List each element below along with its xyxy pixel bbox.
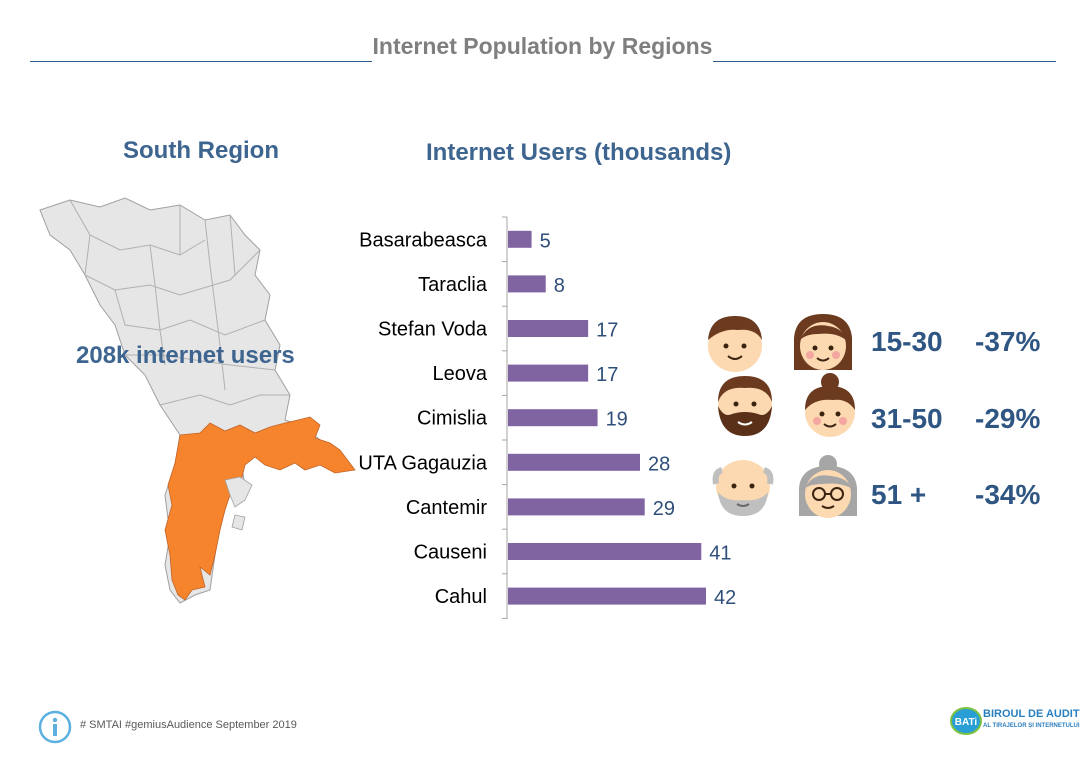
category-label: UTA Gagauzia <box>358 452 487 474</box>
category-label: Basarabeasca <box>359 229 488 251</box>
data-label: 17 <box>596 320 618 342</box>
age-change-3: -34% <box>975 479 1041 510</box>
bar <box>508 498 645 516</box>
bati-logo-line2: AL TIRAJELOR ȘI INTERNETULUI <box>983 723 1080 729</box>
internet-users-label: 208k internet users <box>76 342 295 369</box>
category-label: Cantemir <box>406 497 487 519</box>
info-icon <box>38 710 72 744</box>
old-woman-icon <box>799 455 857 518</box>
bar <box>508 543 702 560</box>
data-label: 8 <box>554 275 565 297</box>
category-label: Cimislia <box>417 408 488 430</box>
page-title: Internet Population by Regions <box>372 33 713 59</box>
age-change-1: -37% <box>975 326 1041 357</box>
old-man-icon <box>712 460 774 516</box>
bar <box>508 275 546 293</box>
data-label: 29 <box>653 498 675 520</box>
bar <box>508 409 598 427</box>
data-label: 17 <box>596 364 618 386</box>
data-label: 42 <box>714 587 736 609</box>
chart-title: Internet Users (thousands) <box>426 139 732 166</box>
bar <box>508 364 589 382</box>
map-south-inner-gaps <box>224 476 253 531</box>
category-label: Taraclia <box>418 274 488 296</box>
map-district-borders <box>69 199 290 406</box>
data-label: 41 <box>709 543 731 565</box>
bati-logo-badge-icon: BATi <box>950 707 982 735</box>
moldova-map <box>39 197 356 604</box>
data-label: 28 <box>648 453 670 475</box>
bati-logo-badge-text: BATi <box>955 717 978 728</box>
young-woman-icon <box>794 314 852 370</box>
footer-source: # SMTAI #gemiusAudience September 2019 <box>80 719 297 731</box>
category-label: Cahul <box>435 586 487 608</box>
title-rule-right <box>713 61 1056 62</box>
bar <box>508 587 706 605</box>
bar <box>508 453 640 471</box>
bar <box>508 320 589 337</box>
young-man-icon <box>708 316 762 372</box>
bearded-man-icon <box>718 376 772 436</box>
category-label: Leova <box>433 363 488 385</box>
bati-logo-line1: BIROUL DE AUDIT <box>983 708 1080 720</box>
map-south-region-highlight <box>164 416 356 601</box>
data-label: 19 <box>606 409 628 431</box>
bati-logo: BATi BIROUL DE AUDIT AL TIRAJELOR ȘI INT… <box>950 704 1080 738</box>
age-change-2: -29% <box>975 403 1041 434</box>
region-title: South Region <box>123 137 279 164</box>
woman-bun-icon <box>805 373 855 437</box>
age-range-1: 15-30 <box>871 326 943 357</box>
title-rule-left <box>30 61 372 62</box>
category-label: Stefan Voda <box>378 319 488 341</box>
category-label: Causeni <box>414 542 487 564</box>
age-range-3: 51 + <box>871 479 927 510</box>
age-range-2: 31-50 <box>871 403 943 434</box>
data-label: 5 <box>540 230 551 252</box>
bar <box>508 230 532 248</box>
